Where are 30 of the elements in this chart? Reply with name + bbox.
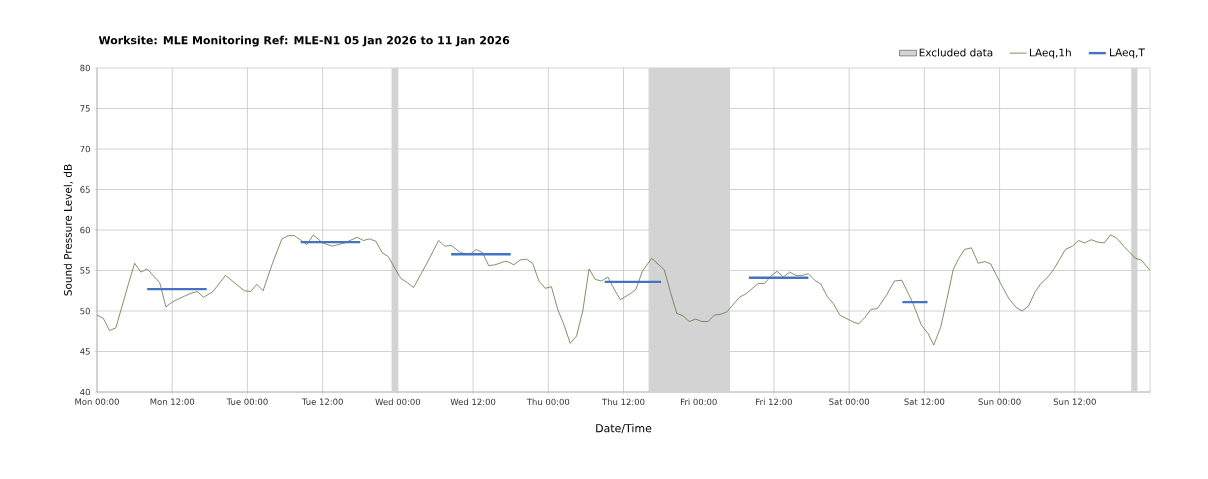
y-axis-title: Sound Pressure Level, dB bbox=[63, 164, 73, 296]
legend-label: LAeq,T bbox=[1110, 48, 1145, 59]
x-tick-label: Mon 12:00 bbox=[150, 398, 195, 405]
legend-label: LAeq,1h bbox=[1029, 48, 1071, 59]
x-tick-label: Fri 00:00 bbox=[680, 398, 717, 406]
x-axis-title: Date/Time bbox=[596, 423, 652, 434]
x-tick-label: Sun 00:00 bbox=[978, 398, 1021, 405]
x-tick-label: Fri 12:00 bbox=[756, 398, 792, 406]
legend-label: Excluded data bbox=[919, 48, 993, 57]
y-tick-label: 60 bbox=[80, 226, 90, 234]
y-tick-label: 40 bbox=[80, 388, 90, 396]
y-tick-label: 45 bbox=[80, 348, 90, 355]
x-tick-label: Sat 12:00 bbox=[904, 398, 945, 405]
x-tick-label: Sun 12:00 bbox=[1053, 398, 1096, 405]
x-tick-label: Thu 12:00 bbox=[601, 398, 645, 406]
y-tick-label: 75 bbox=[80, 105, 90, 112]
chart-title: Worksite: MLE Monitoring Ref: MLE-N1 05 Jan 2026 to 11 Jan 2026 bbox=[98, 35, 510, 47]
x-tick-label: Wed 00:00 bbox=[375, 398, 421, 406]
y-tick-label: 55 bbox=[80, 267, 90, 274]
y-tick-label: 80 bbox=[80, 64, 90, 72]
y-tick-label: 50 bbox=[80, 307, 90, 315]
line-series bbox=[97, 234, 1151, 346]
y-tick-label: 65 bbox=[80, 186, 90, 193]
x-tick-label: Tue 00:00 bbox=[226, 398, 268, 405]
x-tick-label: Sat 00:00 bbox=[829, 398, 870, 405]
y-tick-label: 70 bbox=[80, 145, 90, 153]
x-tick-label: Tue 12:00 bbox=[301, 398, 343, 405]
x-tick-label: Wed 12:00 bbox=[450, 398, 496, 406]
x-tick-label: Thu 00:00 bbox=[526, 398, 570, 406]
x-tick-label: Mon 00:00 bbox=[75, 398, 119, 405]
